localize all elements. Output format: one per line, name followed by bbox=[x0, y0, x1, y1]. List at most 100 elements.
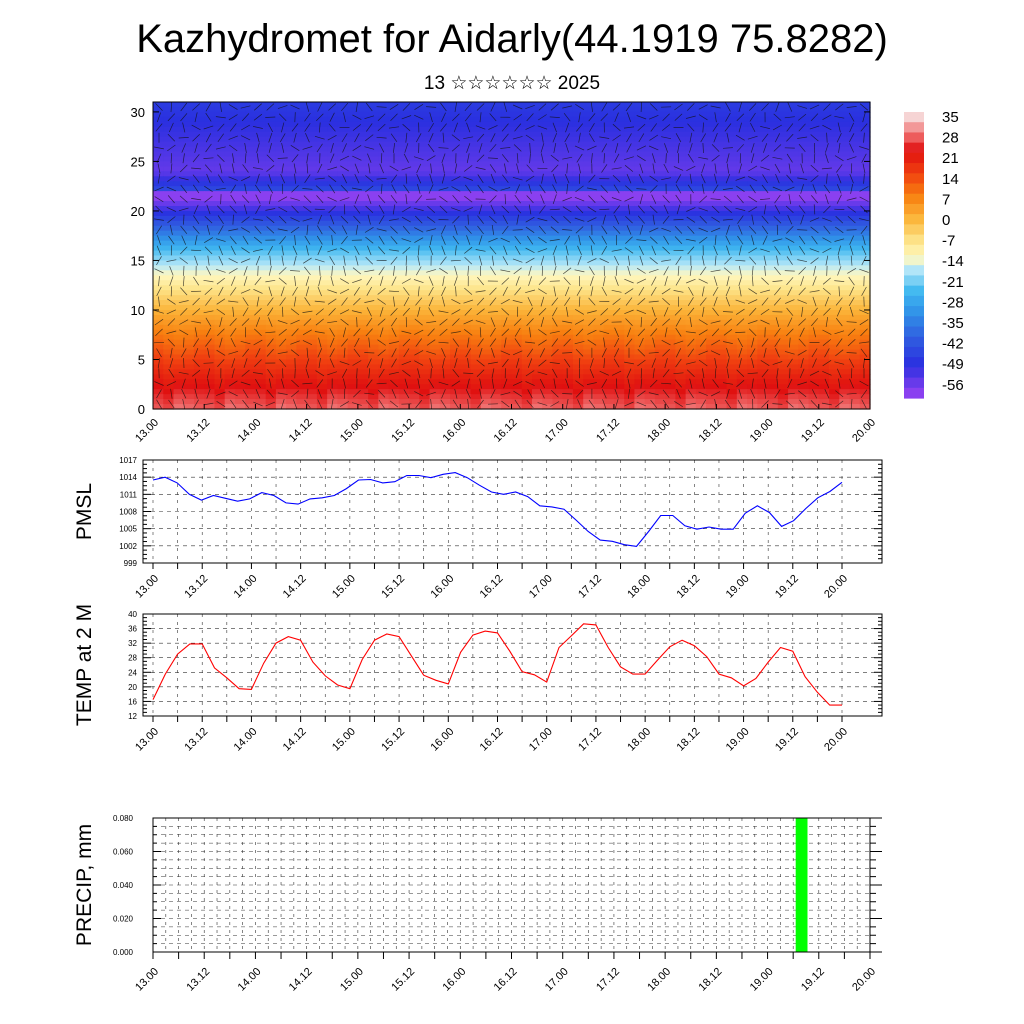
heatmap-cell bbox=[183, 349, 195, 356]
heatmap-cell bbox=[859, 260, 871, 266]
heatmap-cell bbox=[562, 270, 574, 276]
wind-vector bbox=[415, 195, 423, 204]
heatmap-cell bbox=[296, 404, 308, 410]
wind-vector bbox=[599, 136, 610, 139]
wind-vector bbox=[700, 173, 706, 184]
heatmap-cell bbox=[593, 210, 605, 217]
heatmap-cell bbox=[419, 309, 431, 316]
heatmap-cell bbox=[531, 181, 543, 187]
heatmap-cell bbox=[429, 171, 441, 177]
heatmap-cell bbox=[429, 230, 441, 237]
wind-vector bbox=[760, 126, 770, 129]
heatmap-cell bbox=[634, 220, 646, 227]
heatmap-cell bbox=[193, 205, 205, 212]
heatmap-cell bbox=[255, 339, 267, 346]
heatmap-cell bbox=[511, 146, 523, 153]
wind-vector bbox=[392, 204, 396, 215]
heatmap-cell bbox=[706, 339, 717, 346]
heatmap-cell bbox=[327, 171, 338, 177]
heatmap-cell bbox=[644, 359, 656, 366]
wind-vector bbox=[354, 194, 360, 204]
heatmap-cell bbox=[798, 319, 810, 326]
heatmap-cell bbox=[286, 319, 297, 326]
heatmap-cell bbox=[439, 314, 451, 321]
heatmap-cell bbox=[316, 230, 328, 237]
heatmap-cell bbox=[368, 230, 379, 237]
heatmap-cell bbox=[193, 285, 205, 291]
heatmap-cell bbox=[409, 369, 420, 375]
heatmap-cell bbox=[665, 379, 676, 385]
heatmap-cell bbox=[552, 156, 564, 163]
heatmap-cell bbox=[583, 141, 595, 148]
wind-vector bbox=[166, 206, 177, 212]
heatmap-cell bbox=[829, 191, 840, 197]
heatmap-cell bbox=[398, 171, 410, 177]
heatmap-cell bbox=[368, 116, 379, 123]
wind-vector bbox=[699, 195, 708, 203]
heatmap-cell bbox=[193, 399, 205, 405]
heatmap-cell bbox=[849, 280, 861, 286]
heatmap-cell bbox=[675, 324, 687, 331]
heatmap-cell bbox=[767, 106, 779, 113]
heatmap-cell bbox=[470, 300, 482, 306]
wind-vector bbox=[786, 174, 794, 183]
wind-vector bbox=[453, 122, 458, 133]
heatmap-cell bbox=[706, 260, 717, 266]
heatmap-cell bbox=[347, 220, 359, 227]
heatmap-cell bbox=[327, 166, 338, 172]
wind-vector bbox=[760, 154, 770, 162]
heatmap-cell bbox=[357, 300, 369, 306]
heatmap-cell bbox=[501, 106, 513, 113]
heatmap-cell bbox=[214, 240, 226, 247]
heatmap-cell bbox=[747, 161, 758, 167]
heatmap-cell bbox=[275, 314, 287, 321]
heatmap-cell bbox=[234, 111, 246, 118]
wind-vector bbox=[822, 114, 832, 121]
heatmap-cell bbox=[706, 319, 717, 326]
heatmap-cell bbox=[808, 300, 820, 306]
wind-vector bbox=[157, 173, 161, 184]
heatmap-cell bbox=[747, 136, 758, 143]
heatmap-cell bbox=[368, 379, 379, 385]
heatmap-cell bbox=[163, 240, 175, 247]
heatmap-cell bbox=[849, 305, 861, 311]
heatmap-cell bbox=[593, 384, 605, 390]
heatmap-cell bbox=[296, 280, 308, 286]
heatmap-cell bbox=[726, 156, 738, 163]
heatmap-cell bbox=[521, 181, 533, 187]
heatmap-cell bbox=[275, 161, 287, 167]
heatmap-cell bbox=[726, 186, 738, 192]
heatmap-cell bbox=[839, 131, 851, 138]
heatmap-cell bbox=[480, 146, 492, 153]
heatmap-cell bbox=[327, 151, 338, 158]
heatmap-cell bbox=[275, 394, 287, 400]
heatmap-cell bbox=[357, 126, 369, 133]
heatmap-cell bbox=[327, 384, 338, 390]
heatmap-cell bbox=[153, 255, 164, 262]
heatmap-cell bbox=[327, 359, 338, 366]
heatmap-cell bbox=[613, 161, 625, 167]
heatmap-cell bbox=[736, 235, 748, 242]
heatmap-cell bbox=[613, 151, 625, 158]
wind-vector bbox=[341, 133, 348, 143]
wind-vector bbox=[651, 194, 657, 204]
heatmap-cell bbox=[491, 260, 502, 266]
wind-vector bbox=[378, 204, 385, 214]
heatmap-cell bbox=[521, 102, 533, 108]
heatmap-cell bbox=[665, 300, 676, 306]
heatmap-cell bbox=[808, 255, 820, 262]
heatmap-cell bbox=[275, 116, 287, 123]
wind-vector bbox=[219, 163, 223, 174]
heatmap-cell bbox=[347, 369, 359, 375]
heatmap-cell bbox=[296, 374, 308, 380]
heatmap-cell bbox=[521, 374, 533, 380]
wind-vector bbox=[339, 197, 350, 202]
heatmap-cell bbox=[859, 166, 871, 172]
heatmap-cell bbox=[337, 250, 349, 257]
wind-vector bbox=[614, 143, 619, 153]
heatmap-cell bbox=[286, 230, 297, 237]
heatmap-cell bbox=[470, 374, 482, 380]
heatmap-cell bbox=[859, 374, 871, 380]
wind-vector bbox=[240, 176, 251, 182]
heatmap-cell bbox=[214, 210, 226, 217]
